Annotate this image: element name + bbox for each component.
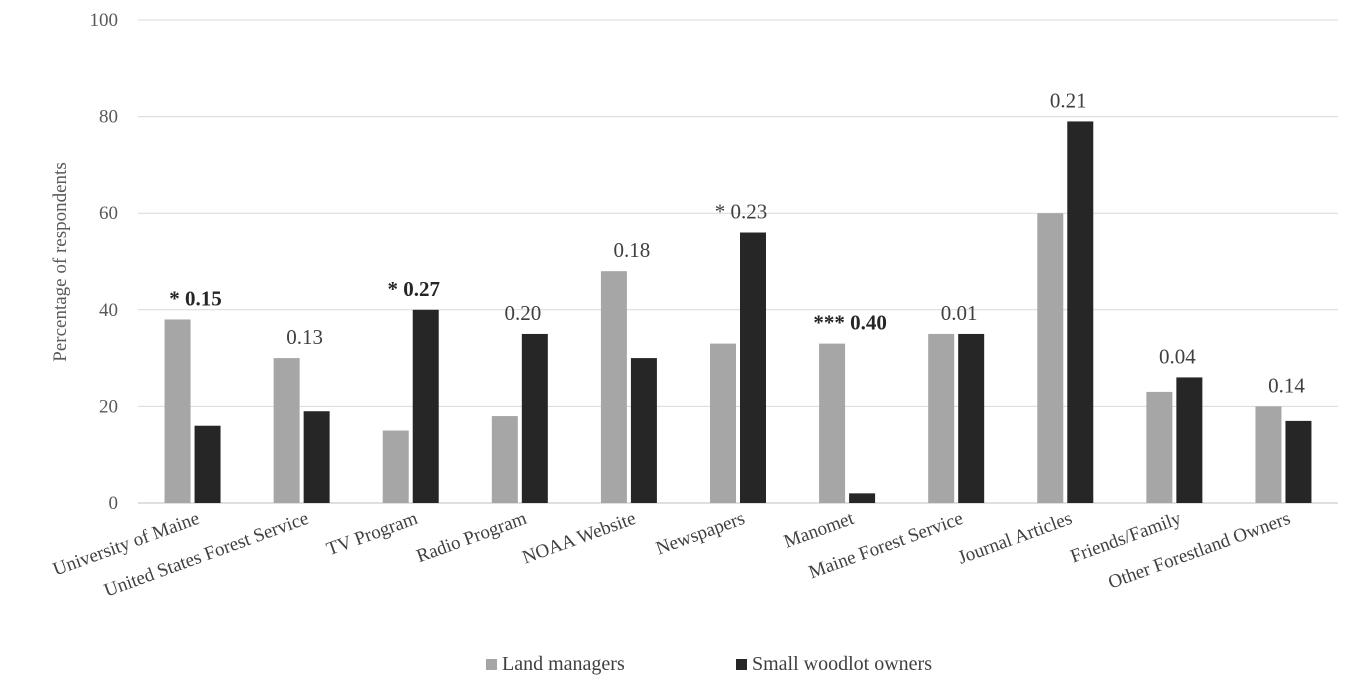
bar-small-woodlot-owners [521, 333, 548, 503]
x-tick-label: TV Program [324, 508, 421, 560]
legend-label-small-woodlot-owners: Small woodlot owners [752, 653, 932, 675]
y-tick-label: 100 [90, 10, 119, 31]
legend: Land managers Small woodlot owners [486, 653, 932, 675]
x-tick-label: NOAA Website [520, 508, 639, 568]
y-axis-ticks: 0 20 40 60 80 100 [90, 10, 119, 514]
x-tick-label: Manomet [781, 508, 857, 553]
y-tick-label: 60 [99, 203, 118, 224]
y-tick-label: 80 [99, 107, 118, 128]
bar-small-woodlot-owners [412, 309, 439, 503]
legend-label-land-managers: Land managers [502, 653, 625, 675]
significance-label: *** 0.40 [813, 311, 887, 335]
legend-swatch-small-woodlot-owners [736, 659, 747, 670]
bar-land-managers [1255, 406, 1282, 503]
bar-land-managers [491, 416, 518, 503]
x-tick-label: Other Forestland Owners [1105, 508, 1293, 593]
significance-label: 0.13 [286, 325, 323, 349]
significance-label: 0.21 [1050, 88, 1087, 112]
significance-label: 0.01 [941, 301, 978, 325]
bar-small-woodlot-owners [630, 358, 657, 503]
bar-small-woodlot-owners [958, 333, 985, 503]
bar-small-woodlot-owners [303, 411, 330, 503]
bar-land-managers [710, 343, 736, 503]
bar-small-woodlot-owners [194, 425, 221, 503]
significance-label: 0.20 [504, 301, 541, 325]
gridlines [138, 19, 1338, 504]
bar-land-managers [273, 358, 300, 503]
bar-small-woodlot-owners [1067, 121, 1094, 504]
y-tick-label: 0 [109, 493, 119, 514]
legend-swatch-land-managers [486, 659, 497, 670]
y-axis-label: Percentage of respondents [50, 162, 71, 361]
bar-land-managers [928, 333, 955, 503]
significance-label: * 0.15 [169, 286, 222, 310]
y-tick-label: 20 [99, 396, 118, 417]
significance-label: 0.14 [1268, 373, 1305, 397]
bar-small-woodlot-owners [1176, 377, 1203, 503]
bar-land-managers [382, 430, 409, 503]
bar-small-woodlot-owners [740, 232, 766, 503]
bar-land-managers [164, 319, 191, 503]
bar-land-managers [819, 343, 846, 503]
significance-label: 0.04 [1159, 344, 1196, 368]
significance-annotations: * 0.15 0.13 * 0.27 0.20 0.18 * 0.23 *** 0.40 0.… [169, 88, 1305, 397]
bar-land-managers [1146, 391, 1173, 503]
bar-small-woodlot-owners [1285, 420, 1312, 503]
y-tick-label: 40 [99, 300, 118, 321]
bar-land-managers [1037, 213, 1064, 503]
x-tick-label: Newspapers [653, 508, 747, 559]
x-tick-label: Radio Program [414, 508, 530, 567]
significance-label: 0.18 [614, 238, 651, 262]
bar-small-woodlot-owners [849, 493, 876, 503]
x-tick-label: United States Forest Service [101, 508, 311, 602]
bar-land-managers [600, 271, 627, 503]
x-tick-label: Journal Articles [955, 508, 1075, 569]
bars [164, 121, 1312, 504]
significance-label: * 0.27 [387, 277, 440, 301]
significance-label: * 0.23 [715, 200, 768, 224]
